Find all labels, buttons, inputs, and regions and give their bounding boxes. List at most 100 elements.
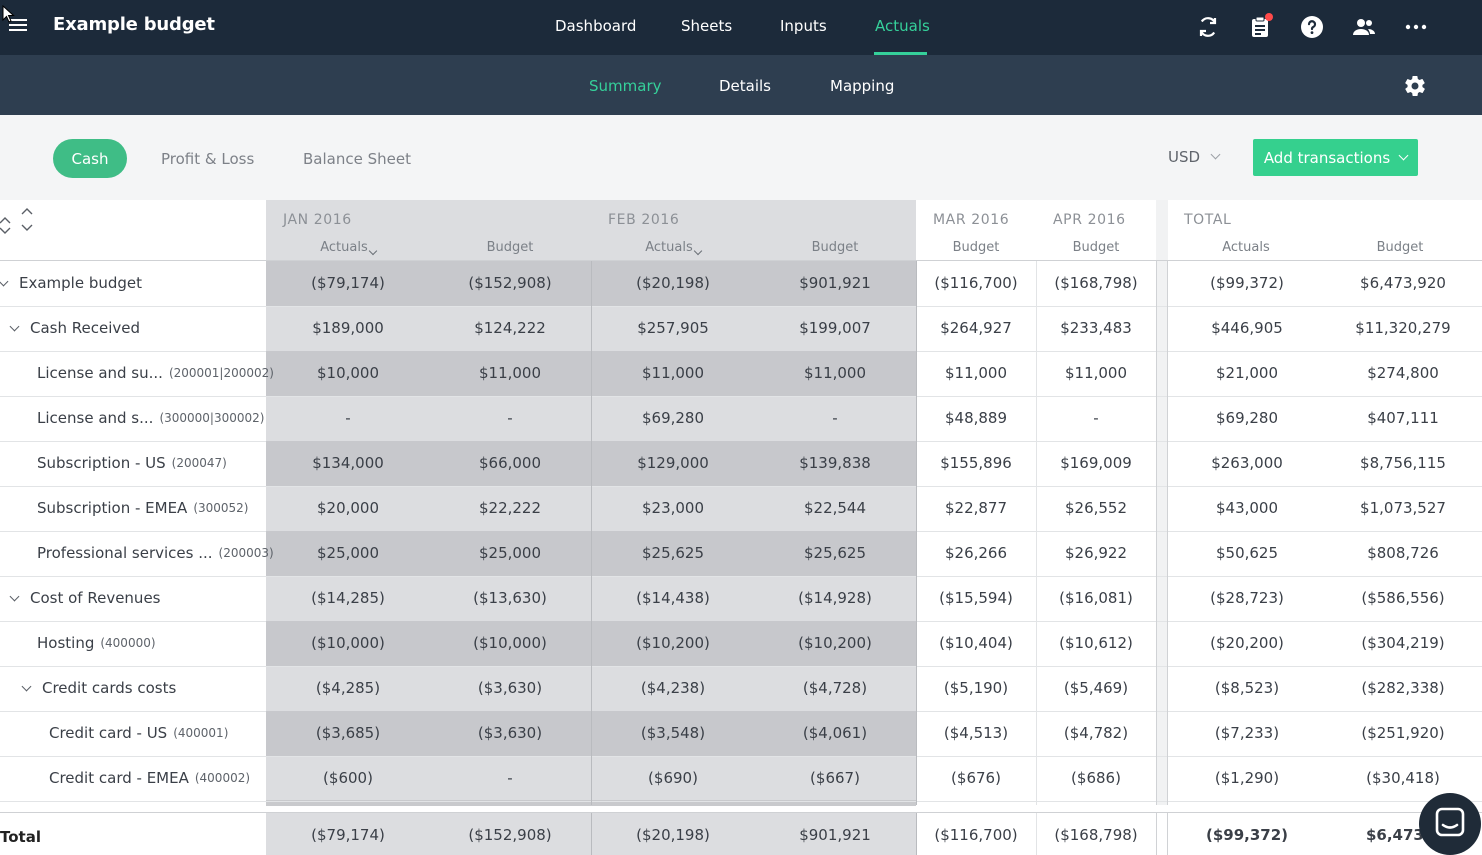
table-cell[interactable]: ($152,908) — [468, 274, 552, 292]
more-icon[interactable] — [1404, 15, 1428, 39]
table-cell[interactable]: $26,922 — [1064, 544, 1128, 562]
table-cell[interactable]: ($600) — [323, 769, 373, 787]
table-cell[interactable]: $22,544 — [803, 499, 867, 517]
table-cell[interactable]: ($99,372) — [1210, 274, 1284, 292]
clipboard-icon[interactable] — [1248, 13, 1273, 39]
table-cell[interactable]: ($10,612) — [1059, 634, 1133, 652]
tab-balance-sheet[interactable]: Balance Sheet — [303, 150, 411, 168]
row-label[interactable]: Credit cards costs — [21, 679, 176, 697]
table-cell[interactable]: $1,073,527 — [1360, 499, 1446, 517]
row-label[interactable]: Subscription - US (200047) — [37, 454, 227, 472]
table-cell[interactable]: ($251,920) — [1361, 724, 1445, 742]
table-cell[interactable]: ($5,190) — [943, 679, 1009, 697]
table-cell[interactable]: $23,000 — [641, 499, 705, 517]
hamburger-menu-icon[interactable] — [6, 14, 28, 36]
gear-icon[interactable] — [1403, 74, 1427, 98]
table-cell[interactable]: $69,280 — [641, 409, 705, 427]
table-cell[interactable]: ($28,723) — [1210, 589, 1284, 607]
table-cell[interactable]: $25,625 — [803, 544, 867, 562]
table-cell[interactable]: $11,000 — [944, 364, 1008, 382]
table-cell[interactable]: ($116,700) — [934, 274, 1018, 292]
table-cell[interactable]: $11,320,279 — [1355, 319, 1451, 337]
chevron-down-icon[interactable] — [0, 276, 9, 286]
table-cell[interactable]: ($3,630) — [477, 679, 543, 697]
table-cell[interactable]: $6,473,920 — [1360, 274, 1446, 292]
total-cell[interactable]: ($152,908) — [468, 826, 552, 844]
chevron-down-icon[interactable] — [21, 681, 32, 691]
table-cell[interactable]: $66,000 — [478, 454, 542, 472]
table-cell[interactable]: $274,800 — [1367, 364, 1439, 382]
table-cell[interactable]: $155,896 — [940, 454, 1012, 472]
table-cell[interactable]: $11,000 — [803, 364, 867, 382]
table-cell[interactable]: $446,905 — [1211, 319, 1283, 337]
table-cell[interactable]: $263,000 — [1211, 454, 1283, 472]
row-label[interactable]: License and su... (200001|200002) — [37, 364, 274, 382]
table-cell[interactable]: ($3,685) — [315, 724, 381, 742]
table-cell[interactable]: ($4,061) — [802, 724, 868, 742]
table-cell[interactable]: ($13,630) — [473, 589, 547, 607]
table-cell[interactable]: ($4,513) — [943, 724, 1009, 742]
table-cell[interactable]: ($676) — [951, 769, 1001, 787]
table-cell[interactable]: ($168,798) — [1054, 274, 1138, 292]
table-cell[interactable]: $189,000 — [312, 319, 384, 337]
expand-collapse-icon[interactable] — [0, 208, 36, 236]
table-cell[interactable]: $10,000 — [316, 364, 380, 382]
table-cell[interactable]: $22,222 — [478, 499, 542, 517]
subnav-details[interactable]: Details — [719, 77, 772, 95]
table-cell[interactable]: $43,000 — [1215, 499, 1279, 517]
table-cell[interactable]: $257,905 — [637, 319, 709, 337]
help-icon[interactable] — [1300, 15, 1324, 39]
table-cell[interactable]: $233,483 — [1060, 319, 1132, 337]
nav-sheets[interactable]: Sheets — [681, 17, 733, 35]
table-cell[interactable]: $8,756,115 — [1360, 454, 1446, 472]
table-cell[interactable]: $69,280 — [1215, 409, 1279, 427]
table-cell[interactable]: ($7,233) — [1214, 724, 1280, 742]
table-cell[interactable]: $25,000 — [478, 544, 542, 562]
table-cell[interactable]: $26,266 — [944, 544, 1008, 562]
table-cell[interactable]: ($16,081) — [1059, 589, 1133, 607]
table-cell[interactable]: $901,921 — [799, 274, 871, 292]
table-cell[interactable]: ($10,200) — [798, 634, 872, 652]
table-cell[interactable]: $124,222 — [474, 319, 546, 337]
total-cell[interactable]: ($99,372) — [1205, 826, 1289, 844]
table-cell[interactable]: $48,889 — [944, 409, 1008, 427]
table-cell[interactable]: - — [507, 769, 513, 787]
table-cell[interactable]: - — [345, 409, 351, 427]
total-cell[interactable]: ($79,174) — [311, 826, 385, 844]
table-cell[interactable]: $134,000 — [312, 454, 384, 472]
header-sub-actuals[interactable]: Actuals — [278, 240, 418, 256]
table-cell[interactable]: ($4,285) — [315, 679, 381, 697]
table-cell[interactable]: $264,927 — [940, 319, 1012, 337]
table-cell[interactable]: ($686) — [1071, 769, 1121, 787]
table-cell[interactable]: $22,877 — [944, 499, 1008, 517]
table-cell[interactable]: $407,111 — [1367, 409, 1439, 427]
table-cell[interactable]: ($4,238) — [640, 679, 706, 697]
sync-icon[interactable] — [1196, 15, 1220, 39]
table-cell[interactable]: $808,726 — [1367, 544, 1439, 562]
table-cell[interactable]: $20,000 — [316, 499, 380, 517]
chat-launcher-button[interactable] — [1419, 793, 1481, 855]
table-cell[interactable]: $169,009 — [1060, 454, 1132, 472]
table-cell[interactable]: ($14,285) — [311, 589, 385, 607]
nav-inputs[interactable]: Inputs — [780, 17, 827, 35]
table-cell[interactable]: $11,000 — [1064, 364, 1128, 382]
table-cell[interactable]: ($14,928) — [798, 589, 872, 607]
table-cell[interactable]: ($1,290) — [1214, 769, 1280, 787]
subnav-mapping[interactable]: Mapping — [830, 77, 895, 95]
table-cell[interactable]: ($304,219) — [1361, 634, 1445, 652]
total-cell[interactable]: ($20,198) — [636, 826, 710, 844]
table-cell[interactable]: ($10,000) — [473, 634, 547, 652]
tab-profit-loss[interactable]: Profit & Loss — [161, 150, 255, 168]
table-cell[interactable]: ($5,469) — [1063, 679, 1129, 697]
row-label[interactable]: Example budget — [0, 274, 142, 292]
table-cell[interactable]: - — [1093, 409, 1099, 427]
nav-dashboard[interactable]: Dashboard — [555, 17, 637, 35]
table-cell[interactable]: ($282,338) — [1361, 679, 1445, 697]
table-cell[interactable]: - — [507, 409, 513, 427]
row-label[interactable]: Hosting (400000) — [37, 634, 156, 652]
table-cell[interactable]: ($4,728) — [802, 679, 868, 697]
table-cell[interactable]: $25,000 — [316, 544, 380, 562]
chevron-down-icon[interactable] — [9, 321, 20, 331]
row-label[interactable]: Cash Received — [9, 319, 140, 337]
table-cell[interactable]: $11,000 — [641, 364, 705, 382]
